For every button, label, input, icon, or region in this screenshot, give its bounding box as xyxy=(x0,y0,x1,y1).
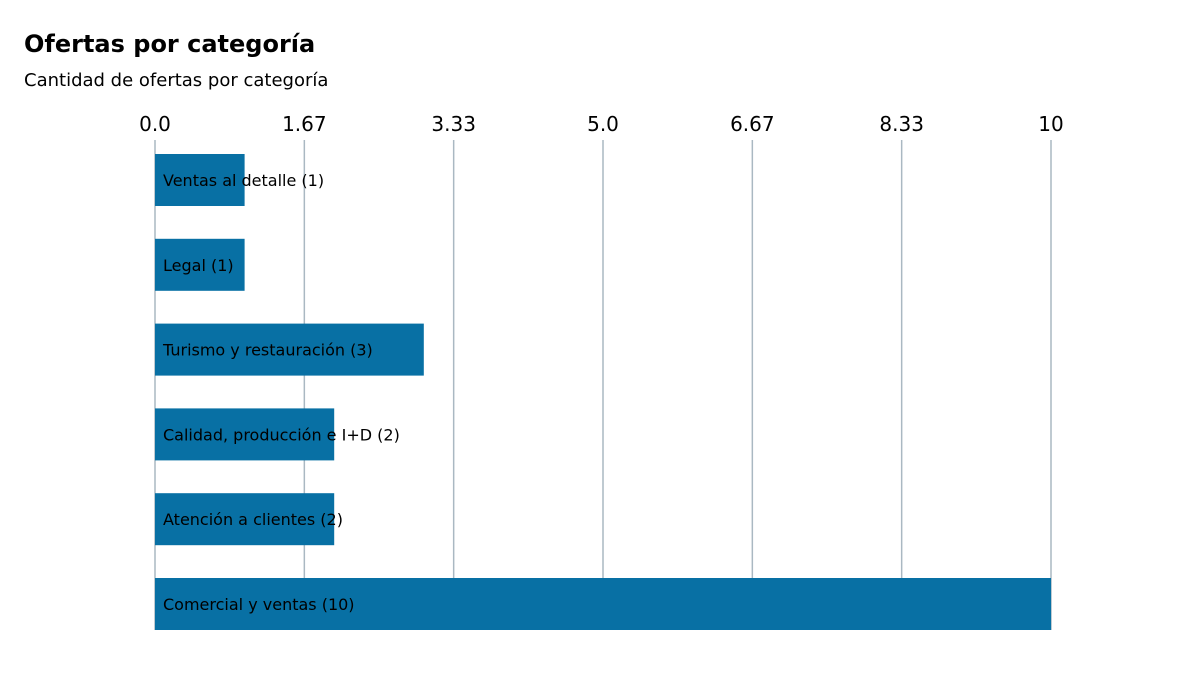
chart-title: Ofertas por categoría xyxy=(24,30,316,58)
grid-lines xyxy=(154,140,1052,630)
x-tick-label: 0.0 xyxy=(139,112,171,136)
bar xyxy=(155,493,335,546)
bars xyxy=(155,154,1051,630)
bar xyxy=(155,408,335,461)
bar-label: Ventas al detalle (1) xyxy=(163,171,324,190)
x-tick-label: 8.33 xyxy=(879,112,924,136)
bar xyxy=(155,323,424,376)
x-tick-label: 5.0 xyxy=(587,112,619,136)
bar-labels: Ventas al detalle (1) Legal (1) Turismo y … xyxy=(162,171,400,614)
bar xyxy=(155,154,245,206)
x-tick-label: 1.67 xyxy=(282,112,327,136)
bar xyxy=(155,578,1051,630)
x-tick-label: 3.33 xyxy=(431,112,476,136)
bar-label: Comercial y ventas (10) xyxy=(163,595,355,614)
chart-subtitle: Cantidad de ofertas por categoría xyxy=(24,70,329,91)
x-tick-label: 10 xyxy=(1038,112,1063,136)
bar xyxy=(155,238,245,291)
x-tick-label: 6.67 xyxy=(730,112,775,136)
bar-label: Calidad, producción e I+D (2) xyxy=(163,425,400,444)
bar-label: Atención a clientes (2) xyxy=(163,510,343,529)
bar-label: Legal (1) xyxy=(163,256,234,275)
x-axis-ticks: 0.0 1.67 3.33 5.0 6.67 8.33 10 xyxy=(139,112,1064,136)
bar-label: Turismo y restauración (3) xyxy=(162,341,373,360)
